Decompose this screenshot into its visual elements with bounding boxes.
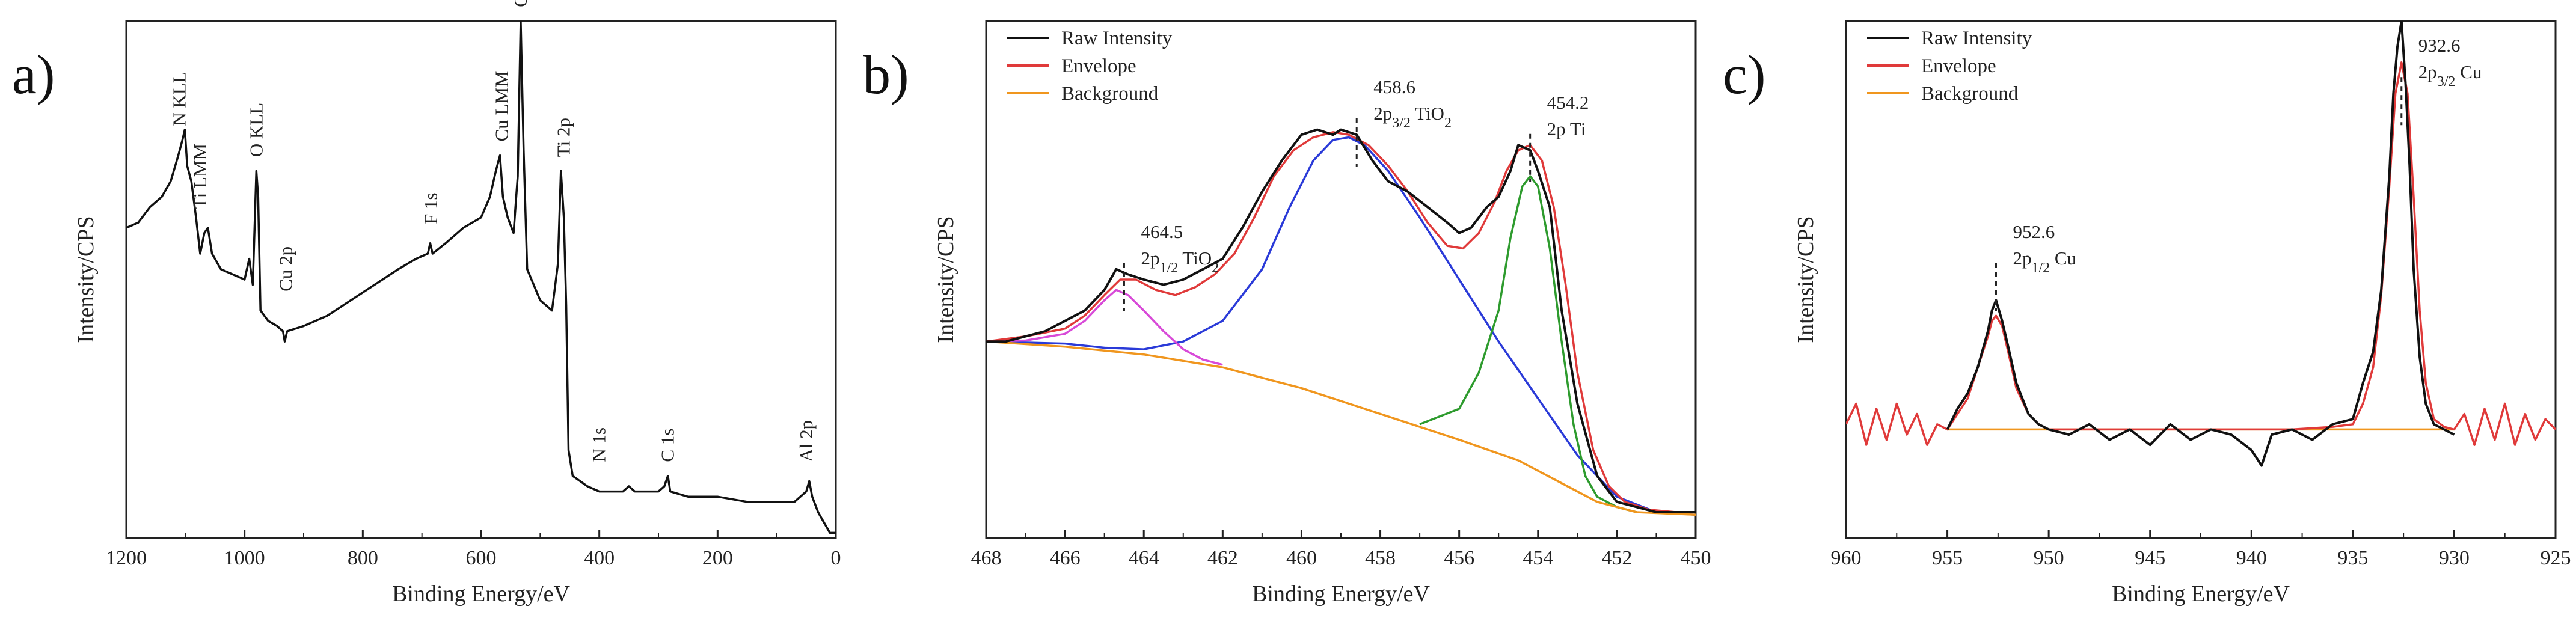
- peak-assignment-label: 2p3/2 Cu: [2418, 61, 2482, 90]
- x-tick-label: 454: [1523, 547, 1553, 569]
- legend-entry: Raw Intensity: [1061, 28, 1173, 49]
- x-tick-label: 960: [1831, 547, 1862, 569]
- x-tick-label: 1200: [106, 547, 147, 569]
- peak-label: Ti 2p: [553, 118, 574, 157]
- x-tick-label: 955: [1932, 547, 1963, 569]
- peak-assignment-label: 2p1/2 TiO2: [1141, 248, 1219, 276]
- component-curve: [126, 21, 836, 534]
- legend-entry: Raw Intensity: [1921, 28, 2032, 49]
- x-tick-label: 458: [1365, 547, 1396, 569]
- panel-b: b) 468 466 464 462 460 458 456 454 452 450 Binding …: [863, 20, 1711, 607]
- x-tick-label: 450: [1681, 547, 1711, 569]
- legend-entry: Envelope: [1921, 55, 1996, 77]
- x-tick-label: 600: [466, 547, 497, 569]
- x-tick-label: 466: [1050, 547, 1081, 569]
- x-tick-label: 200: [702, 547, 733, 569]
- x-axis-title: Binding Energy/eV: [2112, 581, 2290, 607]
- peak-energy-label: 464.5: [1141, 221, 1183, 242]
- series-envelope: [1846, 61, 2556, 446]
- panel-c: c) 960 955 950 945 940 935 930 925 Binding Energy…: [1723, 20, 2571, 607]
- y-axis-title: Intensity/CPS: [1793, 216, 1818, 343]
- x-tick-label: 400: [584, 547, 615, 569]
- x-tick-label: 464: [1129, 547, 1159, 569]
- peak-label: N 1s: [589, 427, 610, 462]
- peak-label: O KLL: [245, 103, 266, 157]
- component-curve: [1419, 175, 1637, 513]
- component-curve: [986, 289, 1223, 366]
- x-axis-title: Binding Energy/eV: [1252, 581, 1430, 607]
- peak-energy-label: 454.2: [1547, 92, 1589, 113]
- peak-label: O 1s: [510, 0, 531, 7]
- panel-label: b): [863, 44, 909, 105]
- peak-energy-label: 458.6: [1373, 76, 1415, 97]
- peak-label: Ti LMM: [189, 144, 210, 209]
- x-tick-label: 925: [2541, 547, 2571, 569]
- x-tick-label: 935: [2337, 547, 2368, 569]
- x-tick-label: 945: [2135, 547, 2165, 569]
- component-curve: [986, 136, 1696, 516]
- x-tick-label: 452: [1601, 547, 1632, 569]
- x-tick-label: 460: [1286, 547, 1317, 569]
- series-background: [986, 340, 1696, 516]
- plot-frame: [125, 20, 837, 539]
- peak-label: C 1s: [657, 429, 678, 462]
- peak-assignment-label: 2p Ti: [1547, 118, 1586, 139]
- peak-label: N KLL: [169, 72, 190, 126]
- peak-energy-label: 952.6: [2013, 221, 2055, 242]
- series-envelope: [986, 131, 1696, 513]
- peak-label: Cu LMM: [491, 70, 512, 141]
- x-tick-label: 1000: [224, 547, 265, 569]
- x-tick-label: 0: [831, 547, 841, 569]
- panel-a: a) 1200 1000 800 600 400 200 0 Binding Energy/eV…: [12, 0, 841, 607]
- series-raw-intensity: [986, 128, 1696, 513]
- peak-energy-label: 932.6: [2418, 35, 2461, 56]
- peak-label: Cu 2p: [275, 246, 296, 292]
- x-tick-label: 950: [2034, 547, 2064, 569]
- x-axis-title: Binding Energy/eV: [392, 581, 570, 607]
- x-tick-label: 468: [971, 547, 1002, 569]
- y-axis-title: Intensity/CPS: [73, 216, 99, 343]
- panel-label: a): [12, 44, 55, 105]
- x-tick-label: 456: [1444, 547, 1474, 569]
- y-axis-title: Intensity/CPS: [933, 216, 958, 343]
- peak-label: Al 2p: [796, 420, 817, 462]
- peak-assignment-label: 2p1/2 Cu: [2013, 248, 2076, 276]
- x-tick-label: 800: [348, 547, 378, 569]
- legend-entry: Envelope: [1061, 55, 1136, 77]
- series-raw-intensity: [1946, 21, 2455, 467]
- legend-entry: Background: [1061, 83, 1159, 105]
- peak-assignment-label: 2p3/2 TiO2: [1373, 103, 1452, 131]
- x-tick-label: 462: [1207, 547, 1238, 569]
- peak-label: F 1s: [420, 192, 441, 224]
- x-tick-label: 930: [2439, 547, 2470, 569]
- legend-entry: Background: [1921, 83, 2019, 105]
- panel-label: c): [1723, 44, 1765, 105]
- x-tick-label: 940: [2236, 547, 2267, 569]
